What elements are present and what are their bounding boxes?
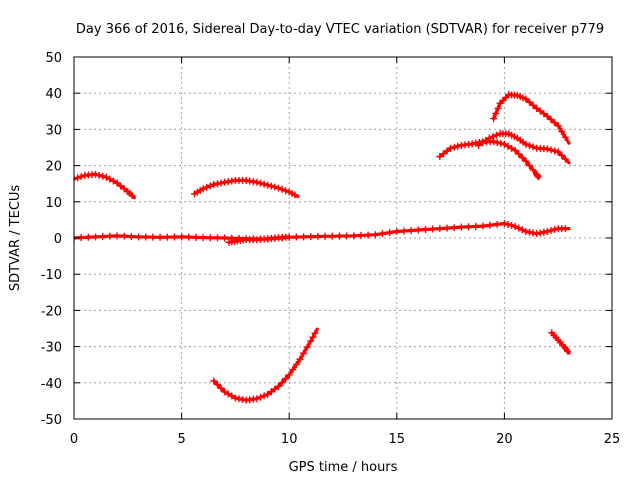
- y-tick-label: 10: [45, 196, 62, 211]
- y-tick-label: 50: [45, 51, 62, 66]
- x-tick-label: 20: [496, 432, 513, 447]
- series-arc-e: [475, 130, 571, 165]
- x-tick-label: 25: [604, 432, 621, 447]
- series-baseline: [74, 220, 571, 243]
- y-tick-label: 0: [54, 232, 62, 247]
- y-axis-label: SDTVAR / TECUs: [8, 185, 23, 292]
- y-tick-label: -30: [41, 341, 62, 356]
- x-tick-label: 10: [281, 432, 298, 447]
- y-tick-label: 20: [45, 160, 62, 175]
- y-tick-label: -20: [41, 304, 62, 319]
- chart-title: Day 366 of 2016, Sidereal Day-to-day VTE…: [76, 22, 604, 37]
- y-tick-label: 40: [45, 87, 62, 102]
- series-arc-f: [490, 91, 571, 145]
- series-arc-c: [210, 327, 319, 404]
- series-arc-b: [191, 176, 300, 199]
- y-tick-label: -40: [41, 377, 62, 392]
- series-arc-g: [548, 329, 572, 355]
- x-tick-label: 15: [389, 432, 406, 447]
- y-tick-label: -10: [41, 268, 62, 283]
- y-tick-label: -50: [41, 413, 62, 428]
- data-series: [74, 91, 572, 404]
- series-arc-a: [74, 170, 136, 200]
- series-baseline-dip: [225, 233, 291, 246]
- axis-ticks: -50 -40 -30 -20 -10 0 10 20 30 40 50 0 5 10 15 20 25: [41, 51, 621, 447]
- x-tick-label: 0: [70, 432, 78, 447]
- x-tick-label: 5: [177, 432, 185, 447]
- y-tick-label: 30: [45, 123, 62, 138]
- x-axis-label: GPS time / hours: [289, 460, 398, 475]
